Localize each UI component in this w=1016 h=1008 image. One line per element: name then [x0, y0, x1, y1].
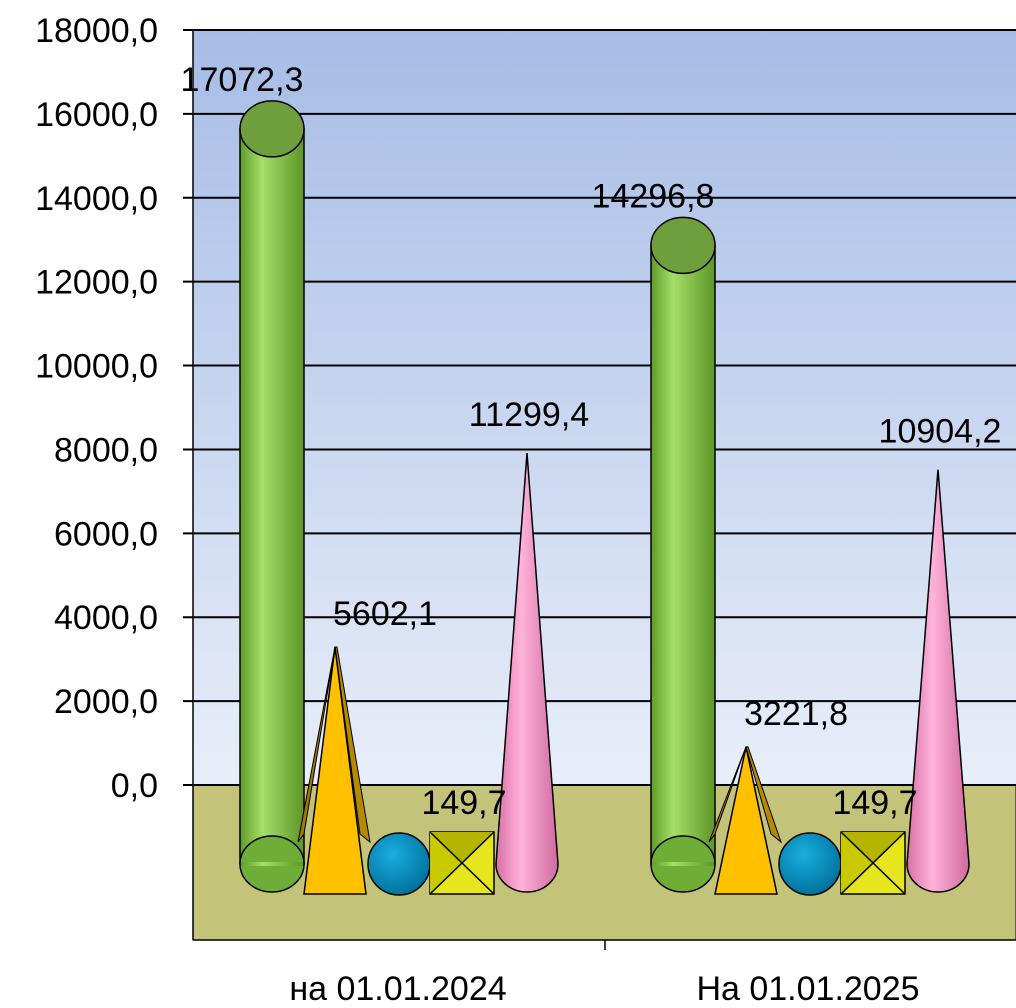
cylinder-bar-joint: [652, 862, 714, 866]
data-label: 14296,8: [592, 177, 715, 215]
gridlines: [183, 29, 1016, 786]
cylinder-bar: [239, 128, 305, 865]
y-tick-label: 6000,0: [54, 515, 158, 553]
sphere-bar: [778, 832, 842, 896]
y-axis-ticks: 0,0 2000,0 4000,0 6000,0 8000,0 10000,0 12000,…: [35, 12, 158, 805]
data-label: 3221,8: [744, 695, 848, 733]
y-tick-label: 8000,0: [54, 431, 158, 469]
box-bar-face: [841, 832, 905, 863]
y-tick-label: 16000,0: [35, 96, 158, 134]
y-tick-label: 18000,0: [35, 12, 158, 50]
y-tick-label: 10000,0: [35, 348, 158, 386]
chart-marks: [239, 100, 970, 896]
y-tick-label: 12000,0: [35, 264, 158, 302]
cone-bar: [495, 452, 559, 893]
cylinder-bar-top: [650, 216, 716, 275]
data-label: 5602,1: [333, 595, 437, 633]
back-wall: [193, 30, 1016, 785]
data-label: 10904,2: [879, 413, 1002, 451]
box-bar-edge: [429, 831, 495, 895]
x-category-label: на 01.01.2024: [289, 970, 506, 1008]
cone-bar: [906, 469, 970, 893]
data-label: 149,7: [421, 784, 506, 822]
box-bar-face: [841, 832, 873, 894]
cylinder-bar-joint: [241, 862, 303, 866]
box-bar-edge: [840, 831, 906, 895]
cylinder-bar-top: [239, 100, 305, 158]
cylinder-bar: [650, 244, 716, 865]
y-tick-label: 4000,0: [54, 599, 158, 637]
data-label: 17072,3: [181, 61, 304, 99]
x-category-label: На 01.01.2025: [696, 970, 919, 1008]
data-label: 11299,4: [469, 396, 589, 434]
pyramid-side: [745, 746, 783, 844]
pyramid-bar: [303, 646, 367, 895]
pyramid-side: [334, 646, 371, 844]
data-label: 149,7: [832, 784, 917, 822]
sphere-bar: [367, 832, 431, 896]
box-bar-face: [430, 832, 494, 863]
data-labels: 17072,3 14296,8 5602,1 3221,8 149,7 149,7 1129…: [181, 61, 1002, 822]
y-tick-label: 14000,0: [35, 180, 158, 218]
box-bar-face: [430, 832, 462, 894]
pyramid-bar: [714, 746, 778, 895]
pyramid-side: [708, 746, 747, 843]
category-labels: на 01.01.2024 На 01.01.2025: [289, 970, 919, 1008]
y-tick-label: 2000,0: [54, 683, 158, 721]
y-tick-label: 0,0: [111, 767, 158, 805]
pyramid-side: [297, 646, 336, 843]
